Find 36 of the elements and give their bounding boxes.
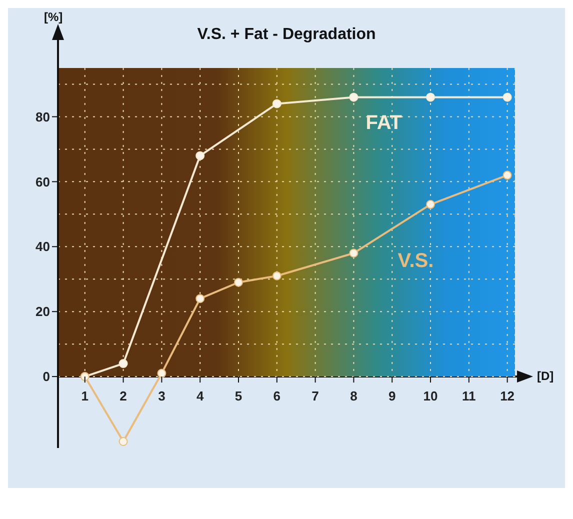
x-tick-label: 4 <box>196 388 204 404</box>
point <box>118 359 128 368</box>
x-tick-label: 5 <box>234 388 242 404</box>
y-tick-label: 0 <box>42 369 50 384</box>
x-tick-label: 8 <box>350 388 358 404</box>
x-tick-label: 9 <box>388 388 396 404</box>
point <box>349 92 358 102</box>
y-axis-title: [%] <box>44 10 63 24</box>
point <box>426 92 436 102</box>
point <box>502 92 512 102</box>
x-axis-title: [D] <box>537 368 554 383</box>
y-tick-label: 20 <box>36 304 50 320</box>
point <box>272 271 282 280</box>
x-tick-label: 2 <box>120 388 127 404</box>
point <box>118 437 128 446</box>
x-tick-label: 7 <box>312 388 319 404</box>
chart-title: V.S. + Fat - Degradation <box>196 26 377 44</box>
x-tick-label: 6 <box>273 388 281 404</box>
point <box>196 294 205 304</box>
point <box>272 99 282 108</box>
x-tick-label: 10 <box>423 388 438 404</box>
series-label: FAT <box>366 112 402 134</box>
x-tick-label: 12 <box>500 388 515 404</box>
point <box>196 151 205 160</box>
series-label: V.S. <box>398 250 434 272</box>
point <box>157 368 166 378</box>
y-tick-label: 60 <box>36 174 50 190</box>
x-tick-label: 1 <box>81 388 88 404</box>
point <box>234 278 243 287</box>
point <box>502 170 512 180</box>
y-tick-label: 80 <box>36 109 50 124</box>
y-tick-label: 40 <box>36 239 50 254</box>
point <box>349 248 358 258</box>
x-tick-label: 11 <box>462 388 476 404</box>
point <box>426 200 436 209</box>
x-tick-label: 3 <box>158 388 166 404</box>
